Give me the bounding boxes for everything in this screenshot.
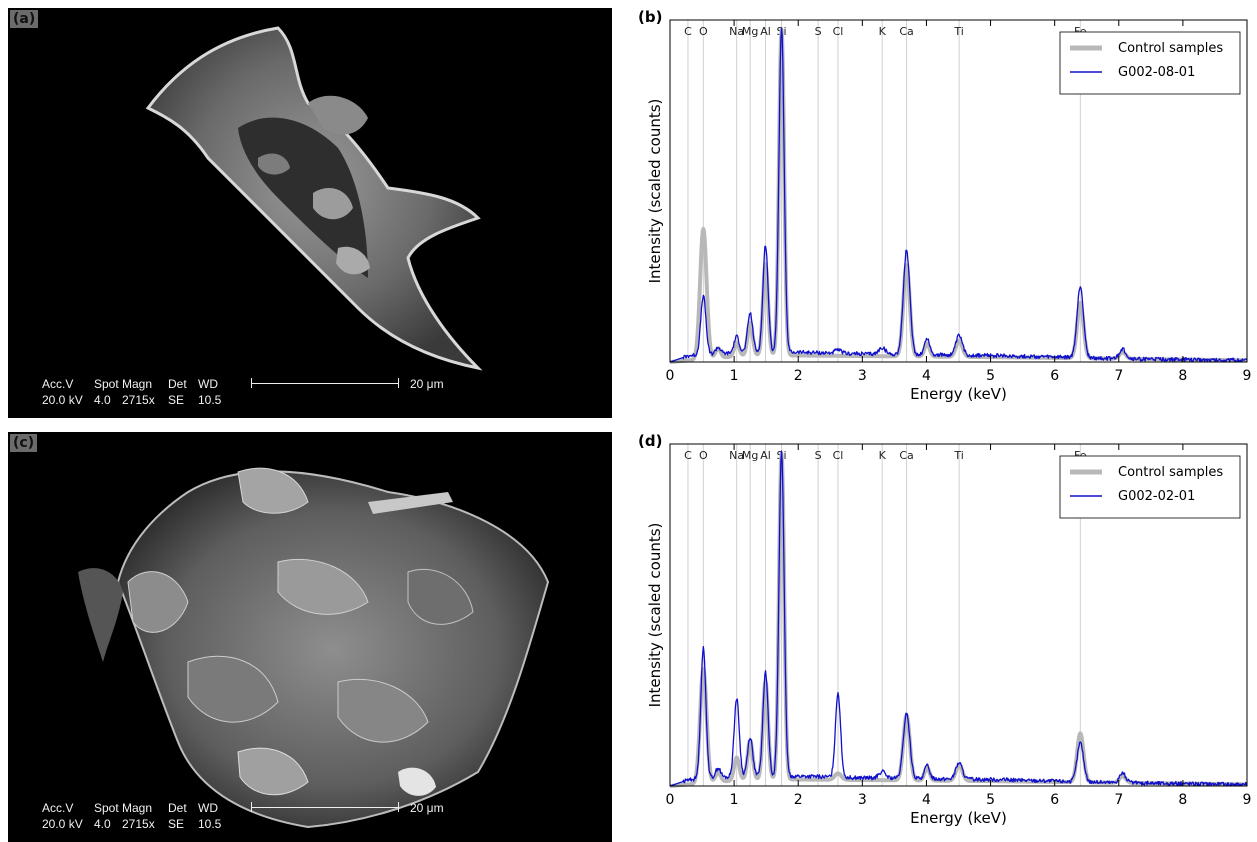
sem-image-c: (c) Acc.V Spot Magn Det WD 20.0 kV 4.0 2715x SE… [8, 432, 612, 842]
sem-header: Det [168, 801, 187, 815]
sem-value: 2715x [122, 817, 155, 831]
x-tick-label: 4 [922, 792, 931, 808]
panel-label-b: (b) [638, 8, 662, 26]
sem-value: SE [168, 817, 185, 831]
sem-header: Acc.V [42, 377, 74, 391]
sem-info-values-c: 20.0 kV 4.0 2715x SE 10.5 [42, 816, 228, 832]
sem-info-headers-a: Acc.V Spot Magn Det WD [42, 376, 228, 392]
sem-header: Magn [122, 377, 153, 391]
element-label-cl: Cl [833, 25, 844, 38]
sem-info-a: Acc.V Spot Magn Det WD 20.0 kV 4.0 2715x SE 10.5 [42, 376, 228, 408]
x-tick-label: 7 [1114, 792, 1123, 808]
y-axis-label: Intensity (scaled counts) [646, 99, 664, 284]
element-label-s: S [815, 449, 822, 462]
x-tick-label: 6 [1050, 792, 1059, 808]
element-label-o: O [699, 25, 708, 38]
legend-box [1059, 455, 1241, 519]
element-label-al: Al [760, 449, 771, 462]
element-label-ti: Ti [953, 25, 963, 38]
sem-image-a: (a) Acc.V Spot Magn Det WD 20.0 kV 4.0 2715x SE… [8, 8, 612, 418]
sem-value: SE [168, 393, 185, 407]
x-tick-label: 8 [1178, 368, 1187, 384]
sem-info-headers-c: Acc.V Spot Magn Det WD [42, 800, 228, 816]
panel-label-c: (c) [10, 434, 38, 452]
sem-particle-a [145, 26, 483, 371]
element-label-mg: Mg [742, 449, 758, 462]
plot-frame [669, 19, 1248, 363]
sem-value: 4.0 [94, 817, 111, 831]
sem-value: 2715x [122, 393, 155, 407]
x-tick-label: 8 [1178, 792, 1187, 808]
element-label-mg: Mg [742, 25, 758, 38]
x-axis-label: Energy (keV) [910, 385, 1007, 403]
sem-value: 10.5 [198, 393, 222, 407]
sem-value: 20.0 kV [42, 817, 83, 831]
element-label-cl: Cl [833, 449, 844, 462]
x-tick-label: 4 [922, 368, 931, 384]
scale-bar-a [251, 378, 399, 388]
y-axis-label: Intensity (scaled counts) [646, 523, 664, 708]
element-label-o: O [699, 449, 708, 462]
x-tick-label: 0 [666, 368, 675, 384]
element-label-c: C [684, 449, 692, 462]
x-axis-label: Energy (keV) [910, 809, 1007, 827]
x-tick-label: 6 [1050, 368, 1059, 384]
sem-info-c: Acc.V Spot Magn Det WD 20.0 kV 4.0 2715x SE 10.5 [42, 800, 228, 832]
sem-header: Spot [94, 801, 119, 815]
scale-label-a: 20 μm [410, 377, 444, 391]
sem-header: Magn [122, 801, 153, 815]
legend-label: G002-08-01 [1118, 65, 1195, 80]
element-label-na: Na [729, 25, 744, 38]
sem-header: Det [168, 377, 187, 391]
element-label-k: K [879, 449, 887, 462]
element-label-na: Na [729, 449, 744, 462]
x-tick-label: 9 [1243, 368, 1252, 384]
element-label-ca: Ca [899, 25, 913, 38]
scale-bar-c [251, 802, 399, 812]
element-label-s: S [815, 25, 822, 38]
legend-label: Control samples [1118, 465, 1223, 480]
legend-label: G002-02-01 [1118, 489, 1195, 504]
x-tick-label: 1 [730, 792, 739, 808]
element-label-k: K [879, 25, 887, 38]
legend-box [1059, 31, 1241, 95]
x-tick-label: 9 [1243, 792, 1252, 808]
sem-header: Acc.V [42, 801, 74, 815]
element-label-ca: Ca [899, 449, 913, 462]
sem-header: WD [198, 377, 218, 391]
plot-frame [669, 443, 1248, 787]
x-tick-label: 3 [858, 368, 867, 384]
sem-particle-c [78, 467, 550, 829]
x-tick-label: 3 [858, 792, 867, 808]
sem-header: Spot [94, 377, 119, 391]
element-label-c: C [684, 25, 692, 38]
x-tick-label: 5 [986, 792, 995, 808]
element-label-ti: Ti [953, 449, 963, 462]
panel-label-a: (a) [10, 10, 39, 28]
x-tick-label: 1 [730, 368, 739, 384]
scale-label-c: 20 μm [410, 801, 444, 815]
x-tick-label: 2 [794, 792, 803, 808]
panel-label-d: (d) [638, 432, 662, 450]
sem-info-values-a: 20.0 kV 4.0 2715x SE 10.5 [42, 392, 228, 408]
x-tick-label: 7 [1114, 368, 1123, 384]
sem-value: 4.0 [94, 393, 111, 407]
x-tick-label: 0 [666, 792, 675, 808]
sem-header: WD [198, 801, 218, 815]
sem-value: 10.5 [198, 817, 222, 831]
series-line-sample [669, 27, 1248, 363]
series-line-sample [669, 450, 1248, 787]
element-label-al: Al [760, 25, 771, 38]
sem-value: 20.0 kV [42, 393, 83, 407]
legend-label: Control samples [1118, 41, 1223, 56]
x-tick-label: 5 [986, 368, 995, 384]
x-tick-label: 2 [794, 368, 803, 384]
